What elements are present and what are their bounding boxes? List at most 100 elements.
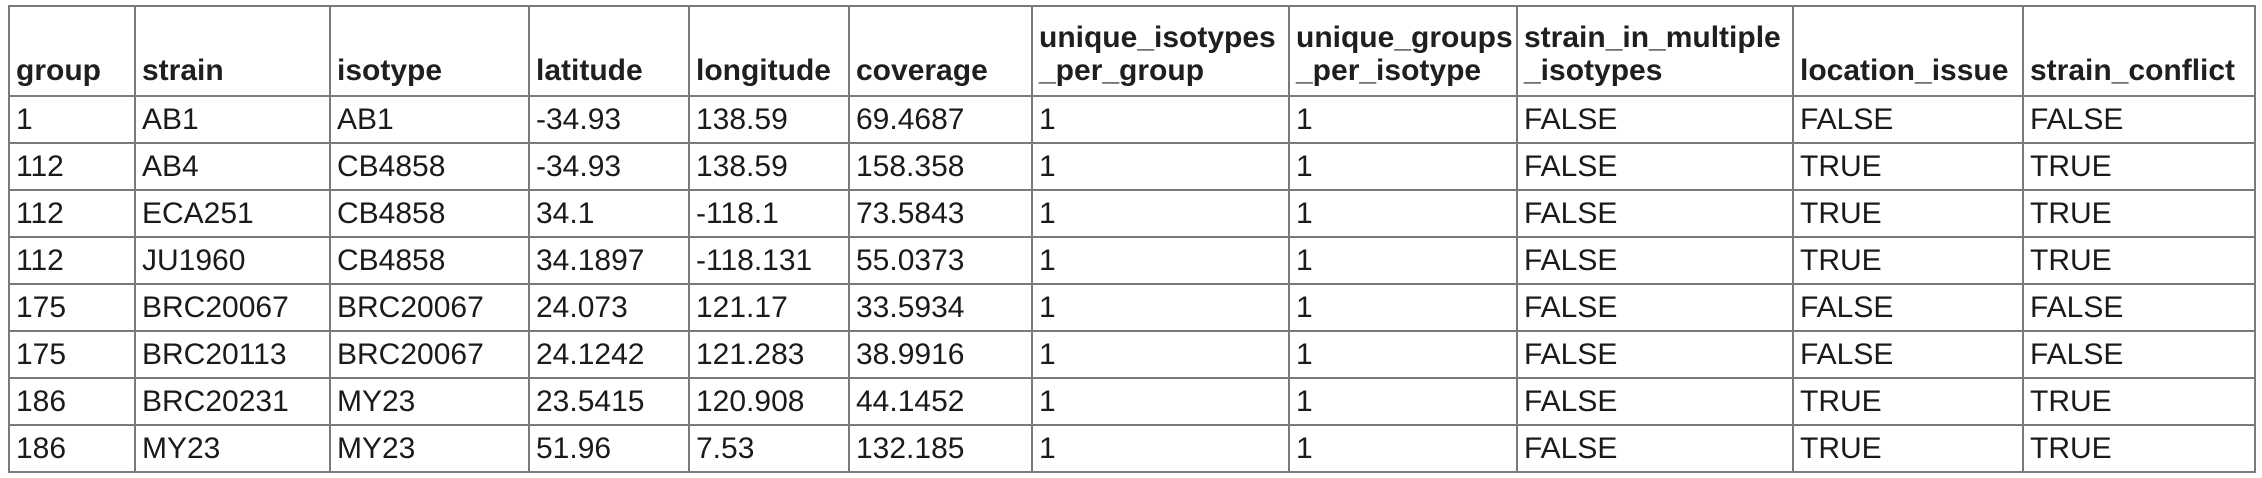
cell-longitude: 138.59 [688,142,850,191]
cell-strain: BRC20231 [134,377,331,426]
cell-strain: BRC20067 [134,283,331,332]
cell-group: 186 [8,377,136,426]
table-row: 112 JU1960 CB4858 34.1897 -118.131 55.0373 1 1 F… [8,236,2256,285]
cell-group: 1 [8,95,136,144]
cell-group: 186 [8,424,136,473]
cell-unique-isotypes-per-group: 1 [1031,377,1290,426]
column-header-text: strain [142,54,224,87]
column-header-text: group [16,54,101,87]
cell-isotype: BRC20067 [329,283,530,332]
column-header-text: strain_in_multiple [1524,21,1781,54]
cell-strain: AB1 [134,95,331,144]
cell-strain: BRC20113 [134,330,331,379]
column-header-longitude: longitude [688,5,850,97]
cell-strain-in-multiple-isotypes: FALSE [1516,95,1794,144]
cell-group: 112 [8,189,136,238]
column-header-text: coverage [856,54,988,87]
cell-longitude: 138.59 [688,95,850,144]
cell-unique-groups-per-isotype: 1 [1288,330,1518,379]
cell-strain-conflict: FALSE [2022,283,2256,332]
cell-group: 112 [8,142,136,191]
cell-coverage: 33.5934 [848,283,1033,332]
cell-coverage: 73.5843 [848,189,1033,238]
cell-location-issue: TRUE [1792,377,2024,426]
cell-unique-isotypes-per-group: 1 [1031,95,1290,144]
table-row: 175 BRC20113 BRC20067 24.1242 121.283 38.9916… [8,330,2256,379]
cell-location-issue: TRUE [1792,189,2024,238]
table-row: 112 AB4 CB4858 -34.93 138.59 158.358 1 1 FALSE TR… [8,142,2256,191]
cell-latitude: 51.96 [528,424,690,473]
cell-isotype: MY23 [329,424,530,473]
cell-isotype: CB4858 [329,189,530,238]
table-row: 186 MY23 MY23 51.96 7.53 132.185 1 1 FALSE TRUE TR… [8,424,2256,473]
column-header-text: isotype [337,54,443,87]
cell-latitude: 24.073 [528,283,690,332]
cell-coverage: 69.4687 [848,95,1033,144]
cell-strain-in-multiple-isotypes: FALSE [1516,377,1794,426]
column-header-unique-groups-per-isotype: unique_groups _per_isotype [1288,5,1518,97]
column-header-text: strain_conflict [2030,54,2236,87]
cell-location-issue: TRUE [1792,142,2024,191]
cell-group: 175 [8,283,136,332]
cell-strain-in-multiple-isotypes: FALSE [1516,424,1794,473]
cell-longitude: -118.1 [688,189,850,238]
cell-longitude: 7.53 [688,424,850,473]
column-header-location-issue: location_issue [1792,5,2024,97]
cell-isotype: BRC20067 [329,330,530,379]
data-table: group strain isotype latitude longitude cover… [8,5,2256,473]
table-body: 1 AB1 AB1 -34.93 138.59 69.4687 1 1 FALSE FALSE FA… [8,95,2256,473]
cell-coverage: 132.185 [848,424,1033,473]
column-header-strain-in-multiple-isotypes: strain_in_multiple _isotypes [1516,5,1794,97]
cell-latitude: -34.93 [528,142,690,191]
cell-unique-isotypes-per-group: 1 [1031,283,1290,332]
column-header-coverage: coverage [848,5,1033,97]
table-row: 112 ECA251 CB4858 34.1 -118.1 73.5843 1 1 FALSE T… [8,189,2256,238]
cell-strain-conflict: TRUE [2022,189,2256,238]
cell-unique-isotypes-per-group: 1 [1031,424,1290,473]
column-header-text: location_issue [1800,54,2009,87]
cell-group: 112 [8,236,136,285]
column-header-strain: strain [134,5,331,97]
column-header-text: _per_group [1039,54,1205,87]
column-header-group: group [8,5,136,97]
table-row: 1 AB1 AB1 -34.93 138.59 69.4687 1 1 FALSE FALSE FA… [8,95,2256,144]
cell-location-issue: FALSE [1792,330,2024,379]
cell-strain-in-multiple-isotypes: FALSE [1516,142,1794,191]
column-header-text: unique_isotypes [1039,21,1276,54]
cell-strain-conflict: FALSE [2022,95,2256,144]
cell-isotype: AB1 [329,95,530,144]
column-header-strain-conflict: strain_conflict [2022,5,2256,97]
cell-group: 175 [8,330,136,379]
cell-coverage: 38.9916 [848,330,1033,379]
cell-strain-conflict: TRUE [2022,236,2256,285]
cell-unique-groups-per-isotype: 1 [1288,95,1518,144]
cell-latitude: 23.5415 [528,377,690,426]
cell-latitude: 34.1897 [528,236,690,285]
cell-unique-groups-per-isotype: 1 [1288,377,1518,426]
column-header-text: unique_groups [1296,21,1513,54]
cell-latitude: 24.1242 [528,330,690,379]
cell-unique-groups-per-isotype: 1 [1288,142,1518,191]
column-header-text: latitude [536,54,643,87]
cell-strain-conflict: TRUE [2022,424,2256,473]
cell-strain-conflict: FALSE [2022,330,2256,379]
cell-unique-groups-per-isotype: 1 [1288,189,1518,238]
header-row: group strain isotype latitude longitude cover… [8,5,2256,97]
cell-strain-in-multiple-isotypes: FALSE [1516,330,1794,379]
cell-location-issue: TRUE [1792,424,2024,473]
cell-isotype: CB4858 [329,236,530,285]
cell-strain-conflict: TRUE [2022,142,2256,191]
cell-isotype: CB4858 [329,142,530,191]
cell-latitude: 34.1 [528,189,690,238]
column-header-text: _per_isotype [1296,54,1482,87]
table-row: 175 BRC20067 BRC20067 24.073 121.17 33.5934 1 1… [8,283,2256,332]
column-header-isotype: isotype [329,5,530,97]
cell-longitude: -118.131 [688,236,850,285]
cell-unique-isotypes-per-group: 1 [1031,189,1290,238]
cell-longitude: 121.17 [688,283,850,332]
cell-strain: AB4 [134,142,331,191]
cell-strain-in-multiple-isotypes: FALSE [1516,189,1794,238]
cell-unique-groups-per-isotype: 1 [1288,236,1518,285]
cell-unique-isotypes-per-group: 1 [1031,236,1290,285]
column-header-latitude: latitude [528,5,690,97]
